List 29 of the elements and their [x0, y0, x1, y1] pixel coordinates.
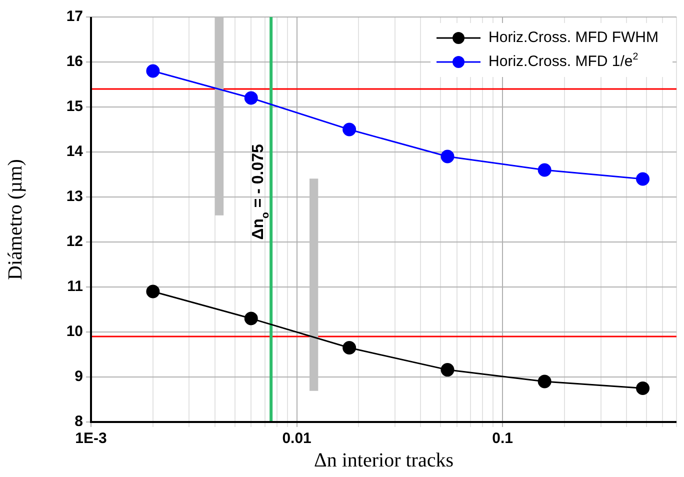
y-tick-label: 8: [74, 413, 83, 430]
y-tick-label: 16: [66, 53, 83, 70]
ref-line-label: Δno = - 0.075: [250, 144, 272, 240]
point: [146, 284, 160, 298]
point: [440, 363, 454, 377]
y-axis-title: Diámetro (µm): [4, 159, 26, 280]
point: [538, 163, 552, 177]
x-tick-label: 0.1: [492, 430, 514, 448]
y-tick-label: 17: [66, 8, 83, 26]
x-tick-label: 1E-3: [75, 430, 107, 448]
y-tick-label: 14: [66, 143, 84, 160]
y-tick-label: 13: [66, 188, 83, 206]
point: [146, 64, 160, 78]
legend-label: Horiz.Cross. MFD FWHM: [488, 29, 659, 46]
point: [342, 122, 356, 136]
y-tick-label: 10: [66, 323, 83, 340]
point: [244, 312, 258, 326]
point: [244, 91, 258, 105]
point: [636, 172, 650, 186]
point: [636, 382, 650, 395]
y-tick-label: 9: [74, 368, 83, 386]
point: [440, 150, 454, 164]
point: [538, 374, 552, 388]
y-tick-label: 12: [66, 233, 83, 250]
point: [342, 341, 356, 354]
y-tick-label: 15: [66, 98, 83, 116]
x-tick-label: 0.01: [282, 430, 312, 448]
y-tick-label: 11: [67, 278, 83, 296]
x-axis-title: Δn interior tracks: [314, 449, 454, 472]
